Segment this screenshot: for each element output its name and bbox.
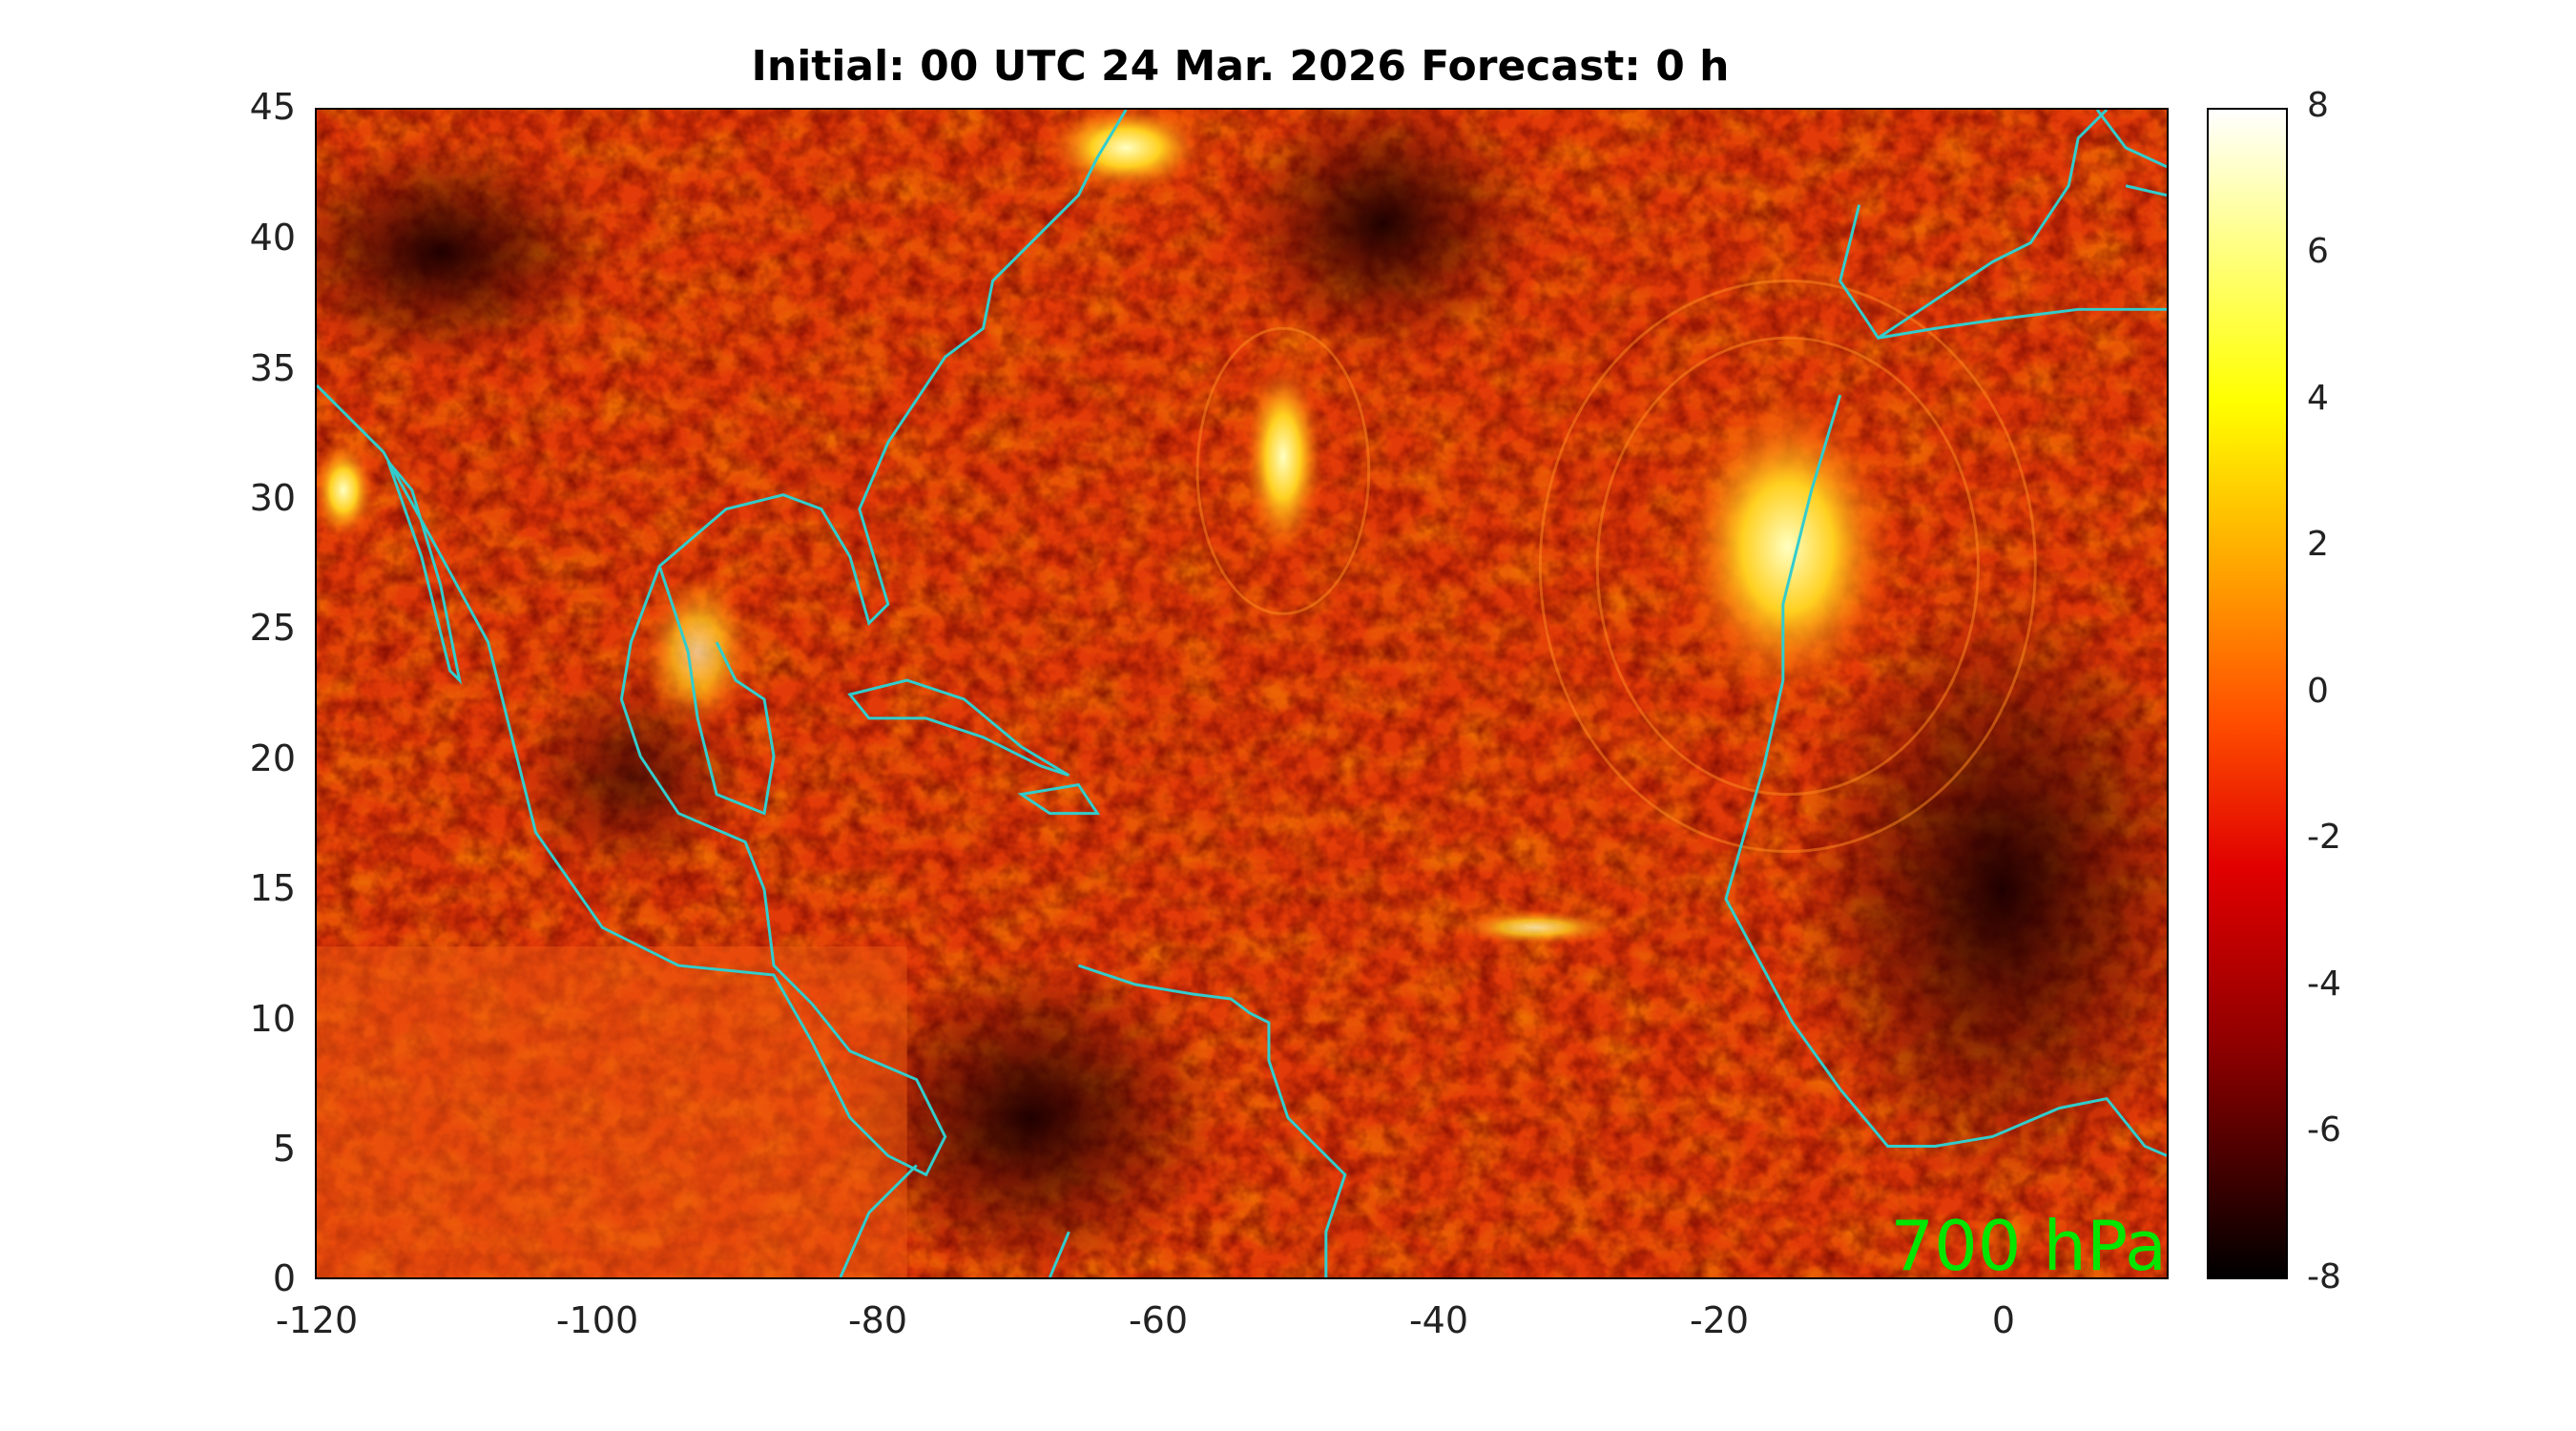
map-panel: 700 hPa [315,108,2169,1279]
colorbar-tick-label: 6 [2307,232,2329,271]
y-tick-label: 20 [249,737,296,779]
y-tick-label: 15 [249,867,296,909]
y-tick-label: 45 [249,86,296,128]
y-tick-label: 5 [272,1128,296,1170]
colorbar-tick-label: -2 [2307,818,2341,857]
x-tick-label: -60 [1128,1299,1189,1341]
x-tick-label: -100 [555,1299,639,1341]
pressure-level-label: 700 hPa [1890,1206,2167,1277]
colorbar-tick-label: 8 [2307,86,2329,125]
colorbar [2207,108,2288,1279]
colorbar-tick-label: -6 [2307,1110,2341,1150]
x-tick-label: -120 [275,1299,359,1341]
figure-title: Initial: 00 UTC 24 Mar. 2026 Forecast: 0… [751,42,1730,91]
x-tick-label: -80 [847,1299,908,1341]
field-map: 700 hPa [317,110,2167,1277]
y-tick-label: 10 [249,998,296,1040]
x-tick-label: -20 [1689,1299,1750,1341]
coastlines [317,110,2167,1277]
y-tick-label: 0 [272,1257,296,1299]
colorbar-tick-label: 2 [2307,525,2329,564]
colorbar-tick-label: -4 [2307,964,2341,1004]
y-tick-label: 35 [249,347,296,389]
x-tick-label: -40 [1408,1299,1469,1341]
colorbar-tick-label: -8 [2307,1257,2341,1296]
y-tick-label: 40 [249,217,296,259]
colorbar-tick-label: 0 [2307,672,2329,711]
y-tick-label: 30 [249,477,296,519]
x-tick-label: 0 [1991,1299,2016,1341]
y-tick-label: 25 [249,607,296,649]
colorbar-tick-label: 4 [2307,379,2329,418]
